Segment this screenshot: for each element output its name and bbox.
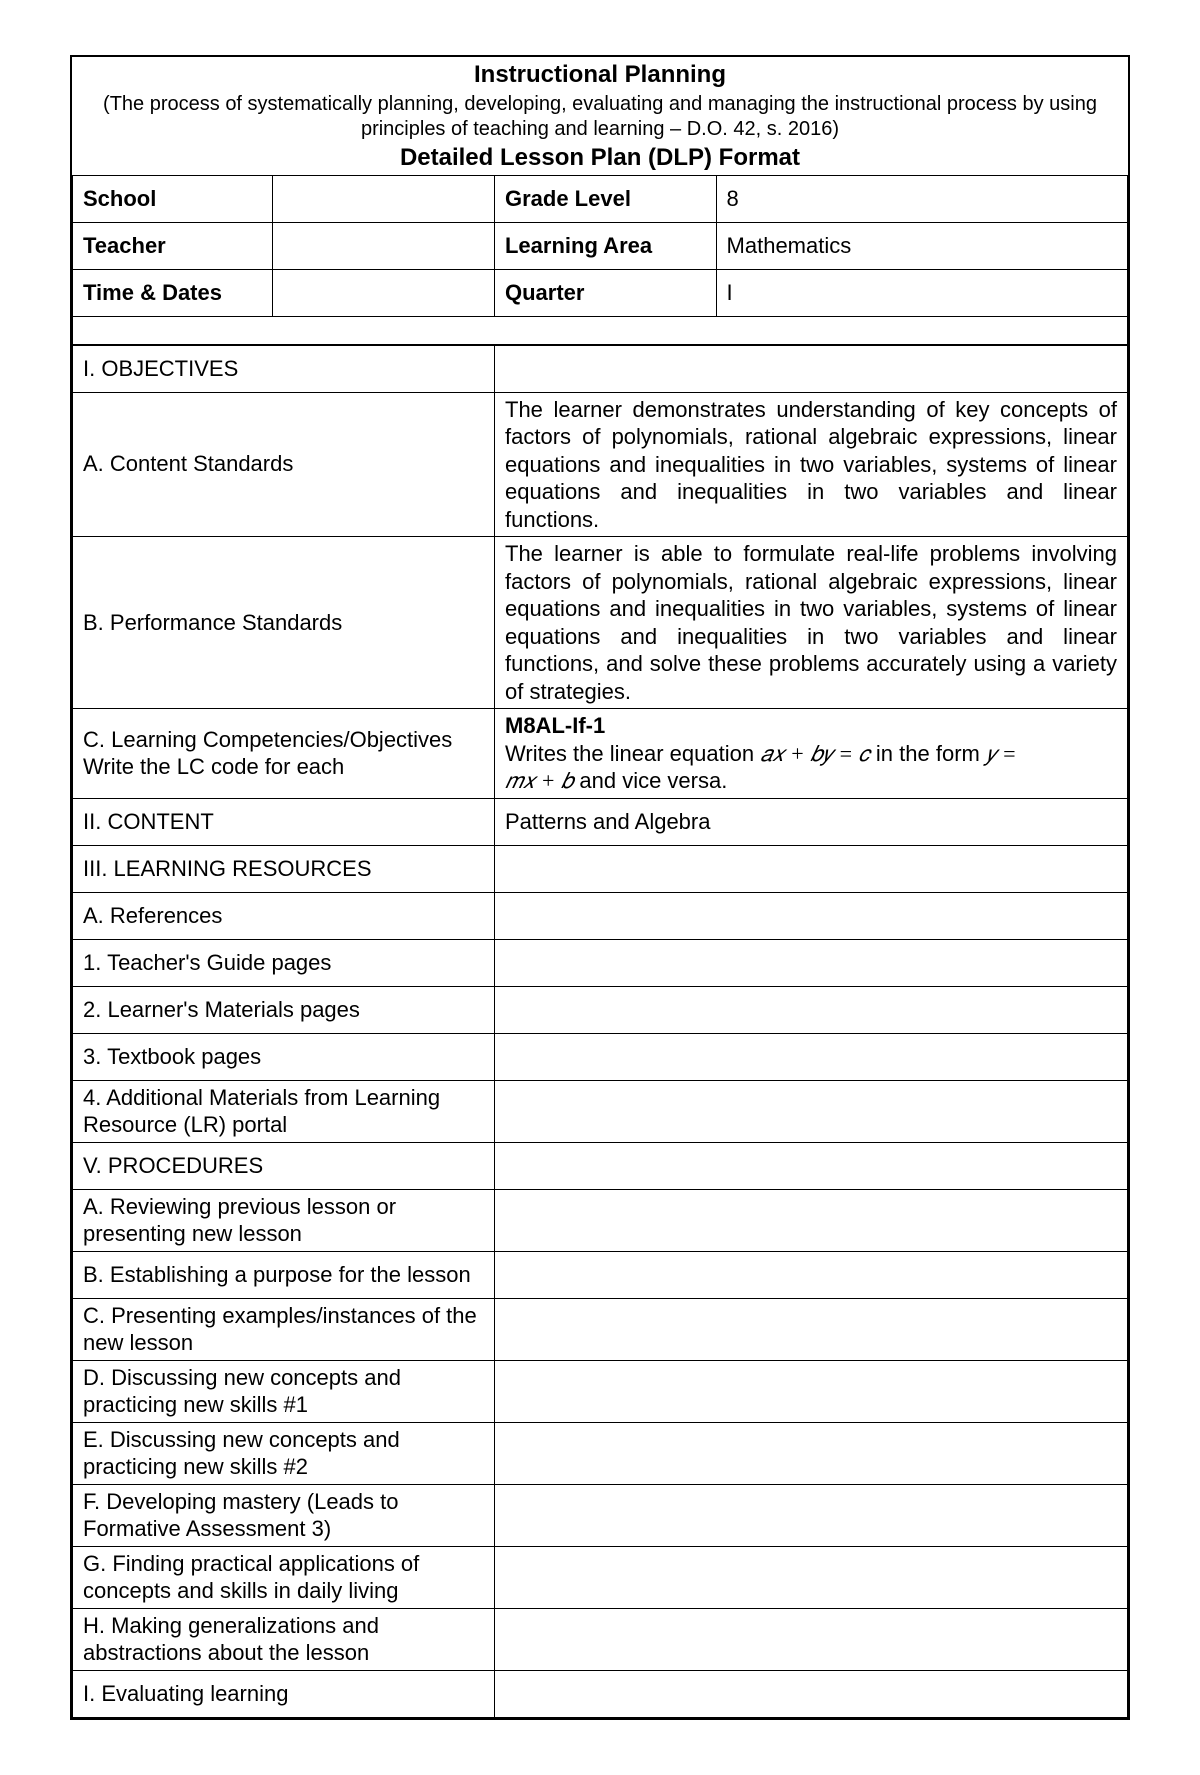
lr-label: 4. Additional Materials from Learning Re… — [73, 1080, 495, 1142]
lesson-plan-container: Instructional Planning (The process of s… — [70, 55, 1130, 1720]
resources-heading: III. LEARNING RESOURCES — [73, 845, 495, 892]
competencies-code: M8AL-If-1 — [505, 713, 605, 738]
competencies-label-line1: C. Learning Competencies/Objectives — [83, 727, 452, 752]
quarter-value: I — [716, 269, 1127, 316]
proc-a-empty — [495, 1189, 1128, 1251]
proc-c-label: C. Presenting examples/instances of the … — [73, 1298, 495, 1360]
proc-d-l2: practicing new skills #1 — [83, 1392, 308, 1417]
competencies-eq1: 𝑎𝑥 + 𝑏𝑦 = 𝑐 — [760, 741, 870, 766]
quarter-label: Quarter — [494, 269, 716, 316]
lr-label-line2: Resource (LR) portal — [83, 1112, 287, 1137]
proc-b-label: B. Establishing a purpose for the lesson — [73, 1251, 495, 1298]
proc-e-label: E. Discussing new concepts and practicin… — [73, 1422, 495, 1484]
proc-h-l1: H. Making generalizations and — [83, 1613, 379, 1638]
proc-g-l1: G. Finding practical applications of — [83, 1551, 419, 1576]
proc-i-empty — [495, 1670, 1128, 1717]
proc-h-label: H. Making generalizations and abstractio… — [73, 1608, 495, 1670]
proc-h-l2: abstractions about the lesson — [83, 1640, 369, 1665]
lesson-plan-page: Instructional Planning (The process of s… — [0, 0, 1200, 1775]
body-table: I. OBJECTIVES A. Content Standards The l… — [72, 345, 1128, 1718]
proc-a-l1: A. Reviewing previous lesson or — [83, 1194, 396, 1219]
area-value: Mathematics — [716, 222, 1127, 269]
references-empty — [495, 892, 1128, 939]
proc-c-l2: new lesson — [83, 1330, 193, 1355]
proc-d-label: D. Discussing new concepts and practicin… — [73, 1360, 495, 1422]
performance-standards-label: B. Performance Standards — [73, 537, 495, 709]
competencies-text: M8AL-If-1 Writes the linear equation 𝑎𝑥 … — [495, 709, 1128, 799]
time-label: Time & Dates — [73, 269, 273, 316]
proc-c-l1: C. Presenting examples/instances of the — [83, 1303, 477, 1328]
proc-e-l2: practicing new skills #2 — [83, 1454, 308, 1479]
tb-empty — [495, 1033, 1128, 1080]
competencies-pre: Writes the linear equation — [505, 741, 760, 766]
tb-label: 3. Textbook pages — [73, 1033, 495, 1080]
competencies-mid: in the form — [870, 741, 986, 766]
objectives-heading: I. OBJECTIVES — [73, 345, 495, 392]
competencies-label: C. Learning Competencies/Objectives Writ… — [73, 709, 495, 799]
spacer-cell — [73, 316, 1128, 344]
performance-standards-text: The learner is able to formulate real-li… — [495, 537, 1128, 709]
teacher-value — [273, 222, 495, 269]
area-label: Learning Area — [494, 222, 716, 269]
competencies-eq3: 𝑚𝑥 + 𝑏 — [505, 768, 573, 793]
proc-e-empty — [495, 1422, 1128, 1484]
proc-h-empty — [495, 1608, 1128, 1670]
proc-f-l2: Formative Assessment 3) — [83, 1516, 331, 1541]
proc-g-l2: concepts and skills in daily living — [83, 1578, 399, 1603]
info-table: School Grade Level 8 Teacher Learning Ar… — [72, 176, 1128, 345]
competencies-post: and vice versa. — [573, 768, 727, 793]
proc-d-empty — [495, 1360, 1128, 1422]
procedures-empty — [495, 1142, 1128, 1189]
proc-f-label: F. Developing mastery (Leads to Formativ… — [73, 1484, 495, 1546]
proc-f-empty — [495, 1484, 1128, 1546]
content-heading: II. CONTENT — [73, 798, 495, 845]
references-label: A. References — [73, 892, 495, 939]
content-standards-text: The learner demonstrates understanding o… — [495, 392, 1128, 537]
header-block: Instructional Planning (The process of s… — [72, 57, 1128, 176]
objectives-empty — [495, 345, 1128, 392]
main-title: Instructional Planning — [80, 61, 1120, 90]
proc-i-label: I. Evaluating learning — [73, 1670, 495, 1717]
competencies-eq2: 𝑦 = — [986, 741, 1017, 766]
teacher-label: Teacher — [73, 222, 273, 269]
content-standards-label: A. Content Standards — [73, 392, 495, 537]
proc-c-empty — [495, 1298, 1128, 1360]
resources-empty — [495, 845, 1128, 892]
proc-e-l1: E. Discussing new concepts and — [83, 1427, 400, 1452]
tg-empty — [495, 939, 1128, 986]
proc-a-l2: presenting new lesson — [83, 1221, 302, 1246]
proc-f-l1: F. Developing mastery (Leads to — [83, 1489, 399, 1514]
proc-d-l1: D. Discussing new concepts and — [83, 1365, 401, 1390]
time-value — [273, 269, 495, 316]
lm-label: 2. Learner's Materials pages — [73, 986, 495, 1033]
competencies-label-line2: Write the LC code for each — [83, 754, 344, 779]
subtitle: (The process of systematically planning,… — [80, 92, 1120, 142]
format-title: Detailed Lesson Plan (DLP) Format — [80, 144, 1120, 173]
grade-label: Grade Level — [494, 176, 716, 223]
procedures-heading: V. PROCEDURES — [73, 1142, 495, 1189]
school-label: School — [73, 176, 273, 223]
school-value — [273, 176, 495, 223]
content-value: Patterns and Algebra — [495, 798, 1128, 845]
proc-g-empty — [495, 1546, 1128, 1608]
proc-g-label: G. Finding practical applications of con… — [73, 1546, 495, 1608]
proc-a-label: A. Reviewing previous lesson or presenti… — [73, 1189, 495, 1251]
grade-value: 8 — [716, 176, 1127, 223]
lr-empty — [495, 1080, 1128, 1142]
proc-b-empty — [495, 1251, 1128, 1298]
lr-label-line1: 4. Additional Materials from Learning — [83, 1085, 440, 1110]
lm-empty — [495, 986, 1128, 1033]
tg-label: 1. Teacher's Guide pages — [73, 939, 495, 986]
